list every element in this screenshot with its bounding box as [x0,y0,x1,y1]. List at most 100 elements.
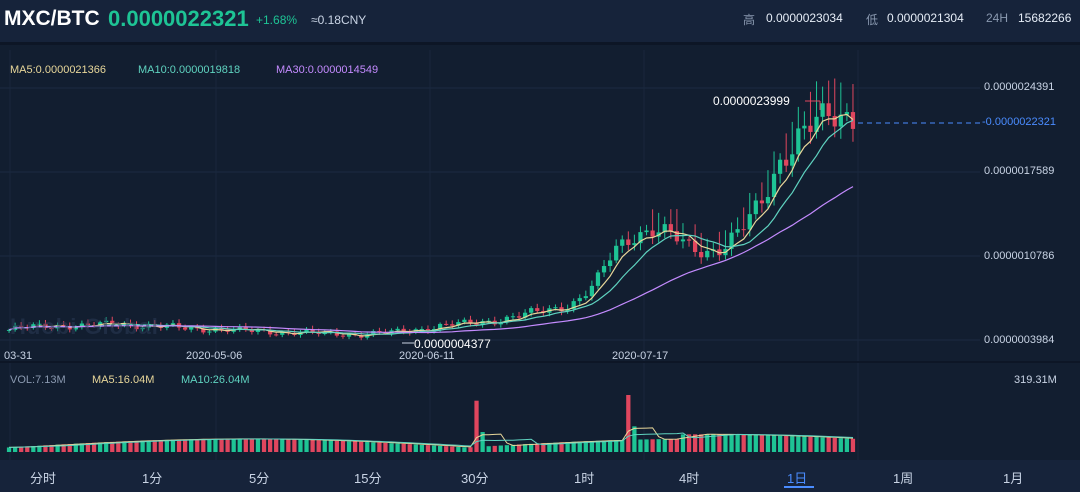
vol24h-label: 24H [986,11,1009,25]
candle-body [365,334,370,338]
candle-body [280,331,285,335]
candle-body [802,125,807,129]
volume-bar [522,444,528,452]
candle-body [589,285,595,297]
candle-body [535,308,540,311]
volume-bar [650,439,655,452]
tab-30min[interactable]: 30分 [461,471,489,486]
candle-body [583,296,588,299]
volume-bar [31,446,36,452]
volume-bar [425,445,431,452]
volume-bar [444,446,449,452]
volume-bar [19,446,24,452]
candle-body [747,214,752,230]
candle-body [450,324,455,326]
candle-body [553,307,558,309]
volume-bar [601,440,607,452]
volume-bar [553,442,558,452]
volume-bar [164,439,170,452]
volume-bar [705,434,710,452]
tab-5min[interactable]: 5分 [249,471,270,486]
candle-body [274,334,279,336]
candle-body [170,323,176,325]
volume-bar [529,443,534,452]
interval-tabs: 分时 1分 5分 15分 30分 1时 4时 1日 1周 1月 [0,460,1080,492]
volume-bar [413,444,418,452]
candle-body [19,325,24,328]
volume-bar [328,440,333,452]
volume-bar [25,446,30,452]
candle-body [820,103,825,117]
min-price-annotation: 0.0000004377 [414,337,491,351]
candle-body [741,229,746,231]
volume-bar [340,440,346,452]
candle-body [437,323,443,330]
volume-bar [55,444,60,452]
volume-bar [219,438,224,452]
volume-bar [146,440,151,452]
candle-body [668,224,673,232]
volume-bar [450,446,455,452]
vol-max-label: 319.31M [1014,374,1057,386]
max-price-annotation: 0.0000023999 [713,94,790,108]
candle-body [267,329,273,335]
candle-body [395,328,400,331]
volume-bar [352,441,358,452]
volume-bar [122,441,127,452]
candle-body [31,324,36,328]
volume-bar [85,443,91,452]
candle-body [61,324,66,326]
vol-ma10-line [8,432,854,448]
candle-body [662,224,667,233]
volume-bar [620,439,625,452]
volume-bar [359,441,364,452]
volume-bar [644,439,649,452]
volume-bar [814,437,819,452]
volume-bar [607,440,613,452]
volume-bar [419,444,425,452]
candle-body [468,319,473,324]
ma10-legend: MA10:0.0000019818 [138,64,241,76]
volume-bar [104,442,109,452]
candle-body [559,307,564,312]
volume-bar [692,434,698,452]
volume-bar [626,395,631,452]
pair-name[interactable]: MXC/BTC [4,7,100,30]
watermark: Huobi Global [10,314,159,339]
candle-body [607,260,613,267]
volume-bar [850,438,856,452]
tab-4hour[interactable]: 4时 [679,471,700,486]
volume-bar [280,439,285,452]
candle-body [705,250,710,258]
vol24h-value: 15682266 [1018,11,1072,25]
tab-1day[interactable]: 1日 [787,471,808,486]
volume-bar [492,445,497,452]
volume-bar [189,439,194,452]
volume-bar [140,440,145,452]
candle-body [595,272,601,286]
volume-bar [547,442,552,452]
low-label: 低 [866,13,879,27]
tab-1week[interactable]: 1周 [893,471,914,486]
tab-15min[interactable]: 15分 [354,471,382,486]
candle-body [37,323,42,325]
tab-1hour[interactable]: 1时 [574,471,595,486]
kline-chart[interactable] [0,0,1080,460]
chart-grid [0,43,1080,460]
candle-body [504,316,510,323]
volume-bar [255,438,261,452]
volume-bar [12,447,18,452]
volume-bar [298,439,303,452]
volume-bar [91,442,97,452]
tab-1month[interactable]: 1月 [1003,471,1024,486]
tab-1min[interactable]: 1分 [142,471,163,486]
volume-bar [237,438,242,452]
tab-time[interactable]: 分时 [30,471,57,486]
volume-bar [79,443,85,452]
candle-body [826,103,831,117]
volume-bar [571,441,576,452]
volume-bar [699,434,704,452]
volume-bar [310,439,315,452]
candle-body [729,232,734,249]
candle-body [85,323,91,326]
